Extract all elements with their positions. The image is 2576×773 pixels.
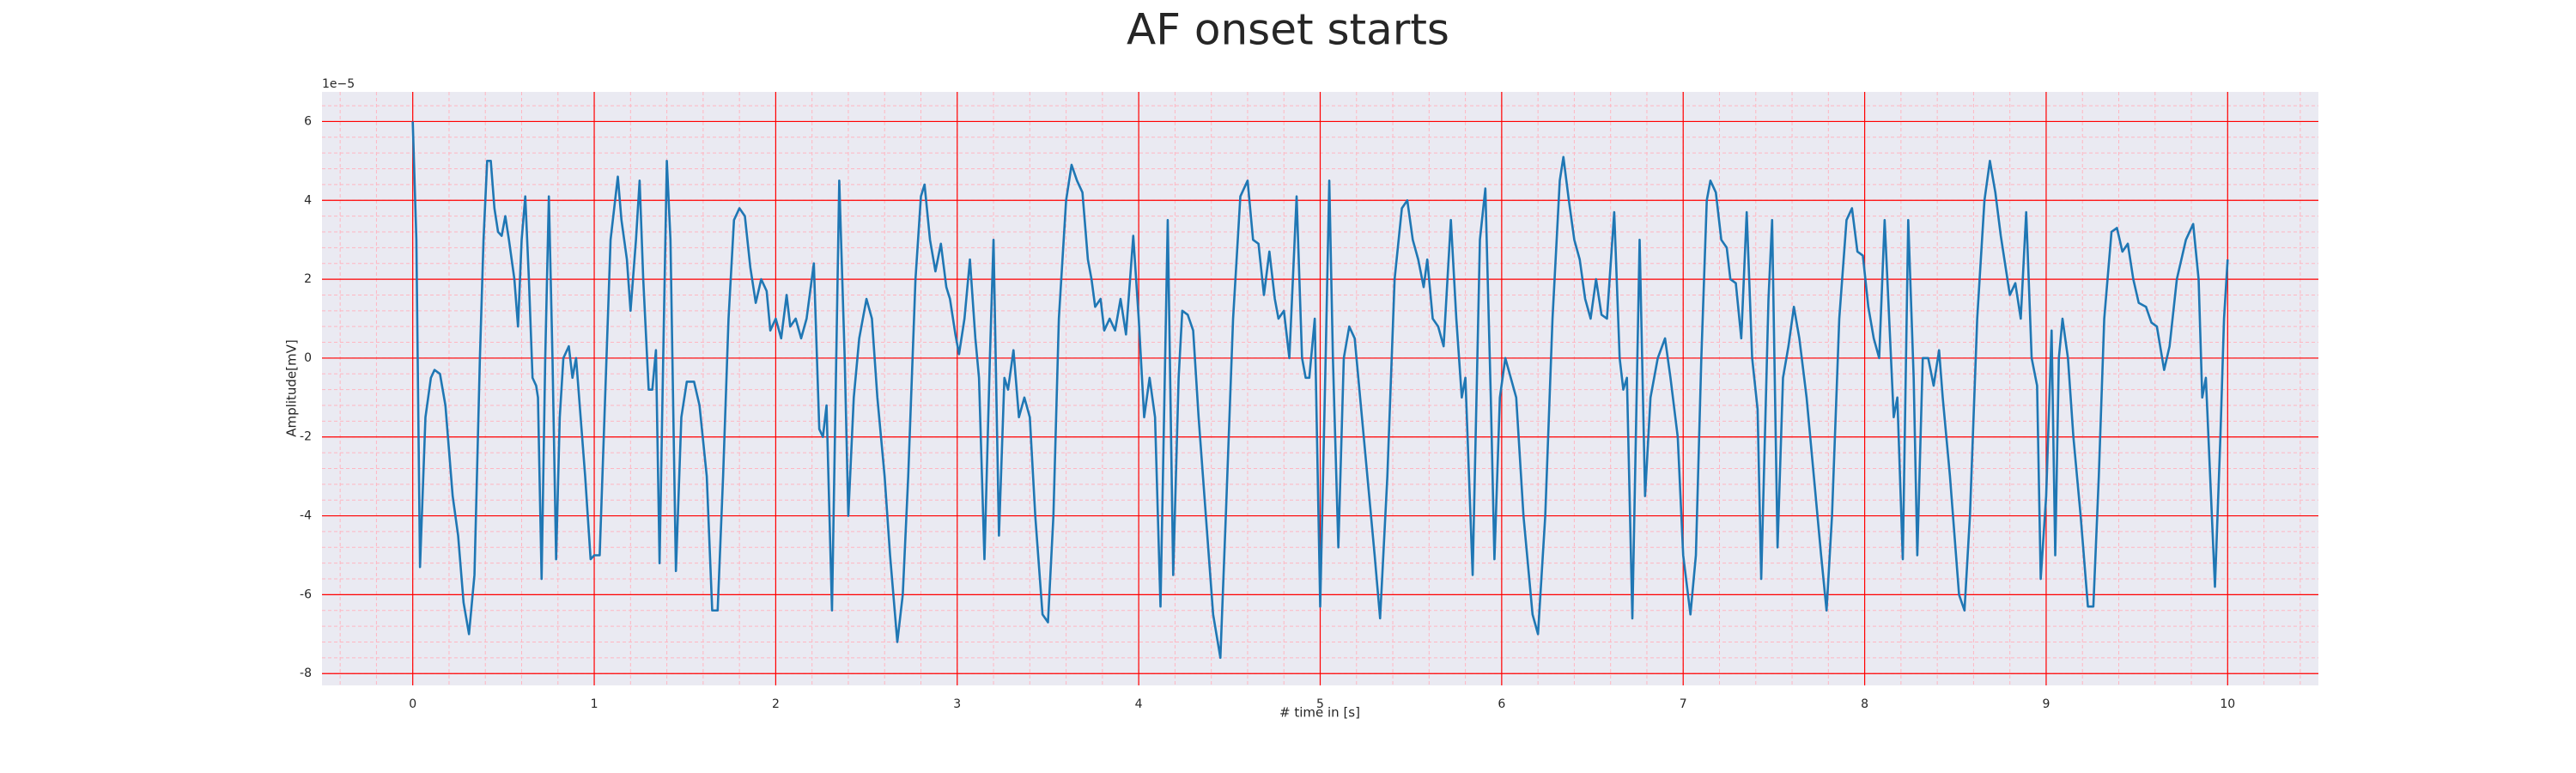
y-tick-label: -8 (300, 666, 312, 680)
x-tick-label: 9 (2042, 697, 2050, 711)
y-tick-label: -4 (300, 509, 312, 523)
y-tick-label: 4 (304, 193, 312, 207)
y-tick-label: 0 (304, 351, 312, 365)
x-tick-label: 10 (2220, 697, 2235, 711)
y-tick-label: 2 (304, 272, 312, 286)
chart-title: AF onset starts (1127, 5, 1449, 55)
x-tick-label: 6 (1498, 697, 1505, 711)
x-tick-label: 3 (953, 697, 961, 711)
y-tick-label: -6 (300, 587, 312, 601)
y-tick-label: 6 (304, 114, 312, 128)
x-axis-label: # time in [s] (1279, 705, 1360, 721)
signal-line (411, 121, 2229, 660)
x-tick-label: 0 (409, 697, 416, 711)
y-tick-label: -2 (300, 430, 312, 444)
x-tick-label: 2 (772, 697, 780, 711)
x-tick-label: 8 (1861, 697, 1868, 711)
x-tick-label: 7 (1680, 697, 1687, 711)
x-tick-label: 5 (1316, 697, 1324, 711)
y-axis-label: Amplitude[mV] (284, 339, 300, 436)
x-tick-label: 4 (1135, 697, 1143, 711)
y-offset-label: 1e−5 (322, 77, 355, 91)
x-tick-label: 1 (591, 697, 598, 711)
